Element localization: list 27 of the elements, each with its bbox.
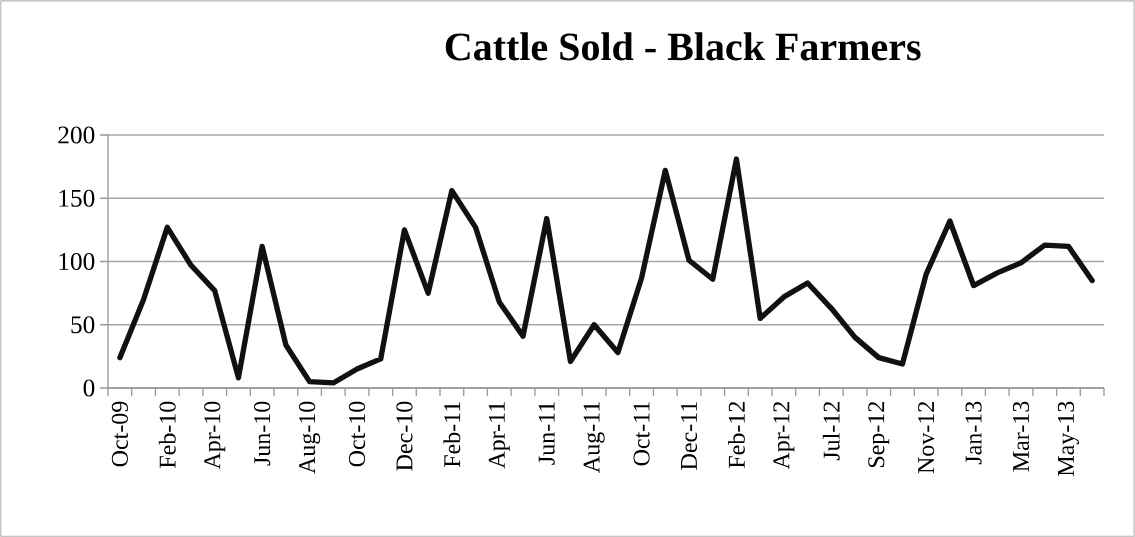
x-tick-label: Mar-13 bbox=[1012, 401, 1030, 472]
x-tick-label: Jan-13 bbox=[965, 401, 982, 465]
y-tick-label: 200 bbox=[58, 126, 95, 144]
y-tick-label: 100 bbox=[59, 252, 95, 271]
y-tick-label: 0 bbox=[83, 379, 95, 397]
x-tick-label: Feb-11 bbox=[443, 402, 461, 468]
x-tick-label: Oct-09 bbox=[111, 401, 128, 467]
x-tick-label: Dec-10 bbox=[396, 401, 413, 471]
x-tick-label: Apr-11 bbox=[488, 402, 510, 469]
x-tick-label: Dec-11 bbox=[680, 402, 698, 470]
x-tick-label: Jun-11 bbox=[538, 402, 555, 465]
y-tick-label: 150 bbox=[59, 189, 95, 207]
x-tick-label: Apr-12 bbox=[773, 402, 795, 470]
x-tick-label: May-13 bbox=[1057, 401, 1079, 477]
x-tick-label: Sep-12 bbox=[868, 402, 890, 468]
x-tick-label: Nov-12 bbox=[918, 402, 935, 474]
x-tick-label: Feb-10 bbox=[158, 401, 176, 469]
x-tick-label: Oct-10 bbox=[348, 401, 366, 467]
x-tick-label: Feb-12 bbox=[727, 402, 745, 469]
x-tick-label: Aug-10 bbox=[299, 401, 321, 474]
x-tick-label: Apr-10 bbox=[204, 401, 226, 470]
x-tick-label: Oct-11 bbox=[633, 402, 650, 466]
x-tick-label: Jun-10 bbox=[254, 401, 271, 466]
x-tick-label: Jul-12 bbox=[822, 402, 840, 461]
chart-title: Cattle Sold - Black Farmers bbox=[445, 32, 921, 61]
x-tick-label: Aug-11 bbox=[583, 402, 605, 473]
y-tick-label: 50 bbox=[71, 316, 95, 334]
